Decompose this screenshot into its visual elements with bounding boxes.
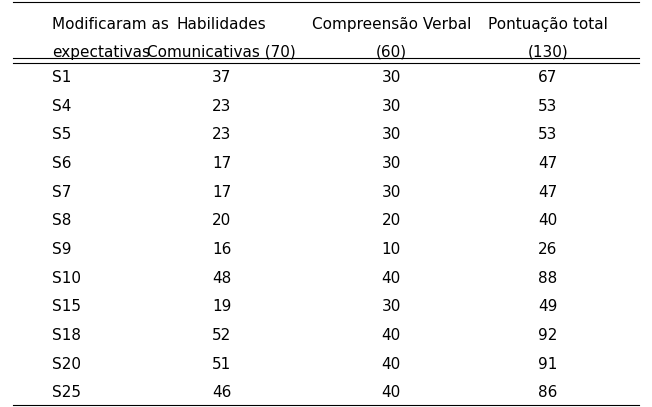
Text: 37: 37 — [212, 70, 231, 85]
Text: S15: S15 — [52, 299, 81, 314]
Text: 30: 30 — [381, 156, 401, 171]
Text: 30: 30 — [381, 184, 401, 199]
Text: 49: 49 — [538, 299, 557, 314]
Text: 51: 51 — [212, 357, 231, 372]
Text: 30: 30 — [381, 299, 401, 314]
Text: 88: 88 — [538, 271, 557, 286]
Text: 19: 19 — [212, 299, 231, 314]
Text: 20: 20 — [381, 213, 401, 228]
Text: 23: 23 — [212, 127, 231, 142]
Text: 53: 53 — [538, 127, 557, 142]
Text: Comunicativas (70): Comunicativas (70) — [147, 45, 296, 60]
Text: expectativas: expectativas — [52, 45, 150, 60]
Text: 20: 20 — [212, 213, 231, 228]
Text: 17: 17 — [212, 184, 231, 199]
Text: S25: S25 — [52, 385, 81, 400]
Text: S5: S5 — [52, 127, 72, 142]
Text: 91: 91 — [538, 357, 557, 372]
Text: S6: S6 — [52, 156, 72, 171]
Text: S1: S1 — [52, 70, 72, 85]
Text: S9: S9 — [52, 242, 72, 257]
Text: 26: 26 — [538, 242, 557, 257]
Text: 40: 40 — [381, 328, 401, 343]
Text: S4: S4 — [52, 98, 72, 114]
Text: Pontuação total: Pontuação total — [488, 17, 608, 32]
Text: 47: 47 — [538, 184, 557, 199]
Text: Compreensão Verbal: Compreensão Verbal — [312, 17, 471, 32]
Text: 48: 48 — [212, 271, 231, 286]
Text: 30: 30 — [381, 127, 401, 142]
Text: 16: 16 — [212, 242, 231, 257]
Text: 40: 40 — [381, 357, 401, 372]
Text: 67: 67 — [538, 70, 557, 85]
Text: 53: 53 — [538, 98, 557, 114]
Text: S10: S10 — [52, 271, 81, 286]
Text: Modificaram as: Modificaram as — [52, 17, 169, 32]
Text: 40: 40 — [381, 385, 401, 400]
Text: S8: S8 — [52, 213, 72, 228]
Text: 46: 46 — [212, 385, 231, 400]
Text: 10: 10 — [381, 242, 401, 257]
Text: 17: 17 — [212, 156, 231, 171]
Text: S18: S18 — [52, 328, 81, 343]
Text: 40: 40 — [381, 271, 401, 286]
Text: 52: 52 — [212, 328, 231, 343]
Text: 23: 23 — [212, 98, 231, 114]
Text: Habilidades: Habilidades — [177, 17, 267, 32]
Text: 86: 86 — [538, 385, 557, 400]
Text: (60): (60) — [376, 45, 407, 60]
Text: (130): (130) — [527, 45, 568, 60]
Text: 30: 30 — [381, 70, 401, 85]
Text: S7: S7 — [52, 184, 72, 199]
Text: S20: S20 — [52, 357, 81, 372]
Text: 30: 30 — [381, 98, 401, 114]
Text: 40: 40 — [538, 213, 557, 228]
Text: 92: 92 — [538, 328, 557, 343]
Text: 47: 47 — [538, 156, 557, 171]
